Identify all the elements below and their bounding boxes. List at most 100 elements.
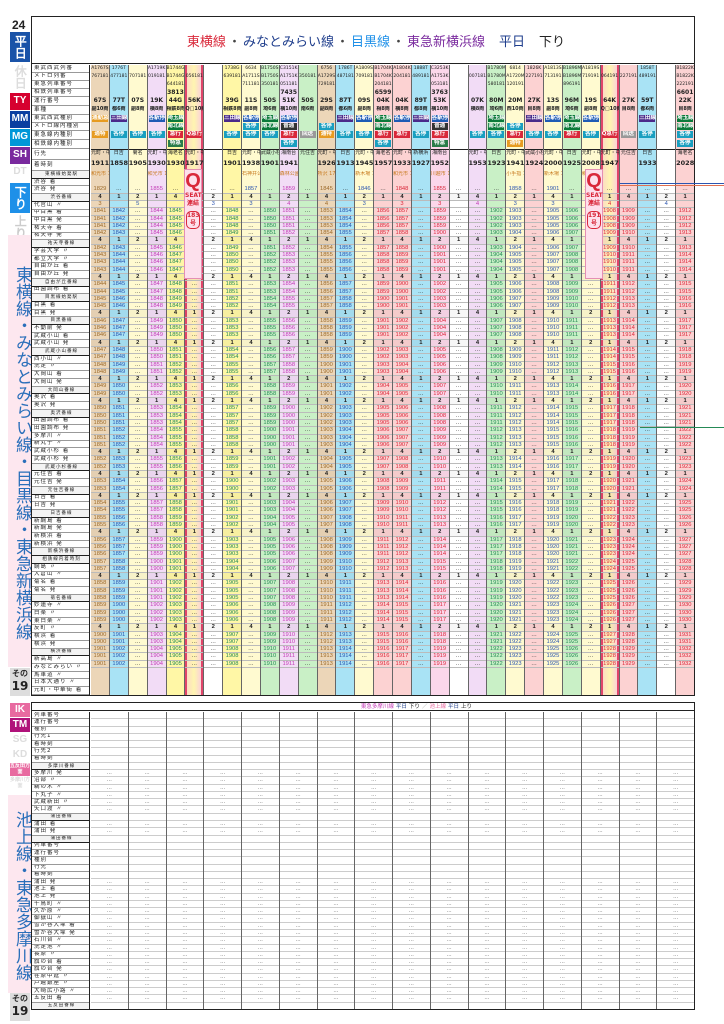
cell: 1916: [600, 383, 619, 391]
train-column[interactable]: …………………………………………………………………: [581, 712, 620, 1009]
train-column[interactable]: …………………………………………………………………: [317, 712, 356, 1009]
cell: …: [242, 792, 279, 800]
train-column[interactable]: A1804K20418104K横8両各駅停車急行元町・中華街1933和光市 18…: [393, 65, 412, 695]
train-column[interactable]: B1750SB1750S35018150S埼6両埼玉線南北線各停武蔵小杉1901…: [260, 65, 280, 695]
train-column[interactable]: B1896M B1896M 896191 96M 埼6両 埼玉線 南北線 急行 日吉 1925… 1…: [562, 65, 582, 695]
train-column[interactable]: 350181 50S 南6両 回送 元住吉… 1………… 1………… 1………… 1……… 1………: [298, 65, 318, 695]
line-tag-ty[interactable]: TY: [10, 93, 30, 110]
train-column[interactable]: …………………………………………………………………: [242, 712, 280, 1009]
train-column[interactable]: … 2 3………… 2………… 2………… 2……… 2………… 2…… 2……………… 2…… 2…: [204, 65, 224, 695]
cell: B1780M: [487, 66, 506, 71]
train-column[interactable]: A1809S70918109S副8両各駅停車各停元町・中華街1945新木場 18…: [355, 65, 375, 695]
train-column[interactable]: …………………………………………………………………: [468, 712, 507, 1009]
line-tag-sg[interactable]: SG: [10, 733, 30, 747]
train-column[interactable]: B1744G B1744G 644181 3813 44G 相鉄8両 埼玉線 南北線 急行 特急海…: [166, 65, 186, 695]
tab-tamagawa-direction[interactable]: 多摩川方面: [10, 777, 31, 790]
train-column[interactable]: C3151KA1751K051181743551K横10両各駅停車普通急行各停湘…: [279, 65, 299, 695]
train-column[interactable]: …………………………………………………………………: [128, 712, 167, 1009]
cell: 1851: [279, 208, 298, 216]
train-column[interactable]: 1826K22719127K目8両三田線各停武蔵小杉1924…1…………1…………: [525, 65, 544, 695]
train-column[interactable]: 227191 27K 目8両 回送 元住吉… 4 1909 1909 1909 1910 4 1910…: [619, 65, 639, 695]
train-column[interactable]: …………………………………………………………………: [657, 712, 694, 1009]
cell: 1909: [430, 442, 449, 450]
train-column[interactable]: …………………………………………………………………: [393, 712, 431, 1009]
line-tag-kd[interactable]: KD: [10, 748, 30, 762]
train-type-badge: 南北線: [261, 123, 279, 130]
cell: 1858: [393, 230, 411, 238]
train-column[interactable]: … 1………… 1………… 1………… 1……… 1………… 1…… 1……………… 1…… 1……: [449, 65, 469, 695]
train-column[interactable]: B1780M B1780M 580181 80M 埼6両 埼玉線 南北線 各停 日吉 1923… 1…: [487, 65, 507, 695]
train-column[interactable]: …………………………………………………………………: [430, 712, 469, 1009]
cell: 1900: [374, 303, 392, 311]
cell: 2: [506, 471, 525, 479]
train-column[interactable]: 1888T 489181 89T 都8両 三田線 各停 新横浜 1927… 1………… 1……………: [411, 65, 431, 695]
cell: [430, 712, 468, 720]
line-tag-mg[interactable]: MG: [10, 129, 30, 146]
train-column[interactable]: 1786T 487181 87T 都6両 三田線 各停 日吉 1913… 1 1854 1854 18…: [336, 65, 356, 695]
cell: [657, 115, 675, 123]
train-column[interactable]: 1858T 489191 59T 都6両 三田線 各停 日吉 1933… 1………… 1………… 1…: [638, 65, 658, 695]
train-column[interactable]: …………………………………………………………………: [279, 712, 318, 1009]
cell: …: [544, 894, 581, 901]
tab-gotanda-direction[interactable]: 五反田方面: [10, 763, 31, 776]
train-column[interactable]: A1819S71919119S副8両各駅停車各停元町・中華街2008和光市 18…: [581, 65, 601, 695]
cell: [242, 89, 260, 97]
tab-weekday[interactable]: 平日: [10, 32, 30, 62]
cell: 1925: [544, 661, 562, 668]
train-column[interactable]: C3253KA1753K053181376353K横10両各駅停車普通急行特急湘…: [430, 65, 450, 695]
line-tag-mm[interactable]: MM: [10, 111, 30, 128]
cell: 4: [619, 310, 638, 318]
cell: 1847: [91, 347, 109, 355]
line-tag-ik[interactable]: IK: [10, 703, 30, 717]
train-column[interactable]: 06419164KQ□10両Q急行元町・中華街1947…141908190819…: [600, 65, 620, 695]
train-column[interactable]: A1719K01918119K横8両各駅停車各停元町・中華街1930和光市 17…: [147, 65, 167, 695]
train-column[interactable]: 1776T 477181 77T 都6両 三田線 各停 日吉 1858… 1 1842 1842 18…: [109, 65, 129, 695]
train-column[interactable]: …………………………………………………………………: [619, 712, 658, 1009]
cell: …: [449, 259, 468, 267]
train-column[interactable]: …………………………………………………………………: [506, 712, 544, 1009]
tab-down[interactable]: 下り: [10, 183, 30, 213]
tab-holiday[interactable]: 休日: [10, 62, 30, 92]
train-column[interactable]: … 2 4………… 2………… 2………… 2……… 2………… 2…… 2……………… 2…… 2…: [657, 65, 677, 695]
cell: …: [128, 245, 147, 253]
train-column[interactable]: 00718107K横8両各停元町・中華街1953…44…………4…………4…………: [468, 65, 488, 695]
cell: 1938: [242, 160, 260, 167]
train-column[interactable]: 6634A1711S71118111S副8両各駅停車各停各停元町・中華街1938…: [242, 65, 261, 695]
cell: 1908: [336, 522, 355, 530]
train-column[interactable]: B1704K B1704K 204181 6599 04K 相8両 埼玉線 南北線 急行 各停 海老…: [374, 65, 393, 695]
train-column[interactable]: 05618156KQ□10両Q急行元町・中華街1917…14…………1…………1…: [185, 65, 205, 695]
cell: …: [525, 442, 543, 450]
cell: 1910: [619, 230, 638, 238]
station-label: 代官山 〃: [32, 202, 89, 210]
train-column[interactable]: …………………………………………………………………: [91, 712, 129, 1009]
train-column[interactable]: …………………………………………………………………: [544, 712, 582, 1009]
train-column[interactable]: B1822K B1822K 222191 6601 22K 目8両 埼玉線 南北線 各停 各停 海老…: [676, 65, 694, 695]
cell: …: [619, 923, 657, 930]
cell: …: [128, 981, 166, 989]
station-label: 長原 〃: [32, 952, 89, 960]
train-column[interactable]: A1813S71319113S副8両各駅停車各停元町・中華街2000新木場 18…: [544, 65, 563, 695]
cell: …: [204, 894, 241, 901]
train-column[interactable]: 1738G 639181 39G 相鉄8両 三田線 各停 日吉 1901… 1 1848 1848 1…: [223, 65, 242, 695]
train-column[interactable]: 6814A1720M12019120M西10両各停急行通特元町・中華街1941小…: [506, 65, 526, 695]
line-tag-tm[interactable]: TM: [10, 718, 30, 732]
cell: 11S: [244, 97, 258, 104]
line-tag-sh[interactable]: SH: [10, 147, 30, 164]
cell: …: [581, 413, 600, 420]
tab-up[interactable]: 上り: [10, 213, 30, 241]
cell: 1918: [506, 544, 525, 552]
cell: 1923: [544, 610, 562, 617]
train-column[interactable]: 707181 07S 副8両 各停 菊名 1905… 2 5………… 2………… 2………… 2………: [128, 65, 148, 695]
cell: 埼玉線: [487, 115, 505, 123]
cell: [299, 160, 317, 171]
train-column[interactable]: …………………………………………………………………: [204, 712, 242, 1009]
train-type-badge: 各停: [507, 123, 524, 130]
train-column[interactable]: …………………………………………………………………: [355, 712, 393, 1009]
header-label: メトロ線内種別: [32, 123, 89, 131]
train-column[interactable]: A1767S76718167S副10両通勤急行通特元町・中華街1911和光市 1…: [91, 65, 110, 695]
line-tag-dt[interactable]: DT: [10, 165, 30, 179]
train-column[interactable]: …………………………………………………………………: [166, 712, 205, 1009]
cell: …: [411, 646, 430, 654]
cell: 6634: [245, 66, 257, 71]
